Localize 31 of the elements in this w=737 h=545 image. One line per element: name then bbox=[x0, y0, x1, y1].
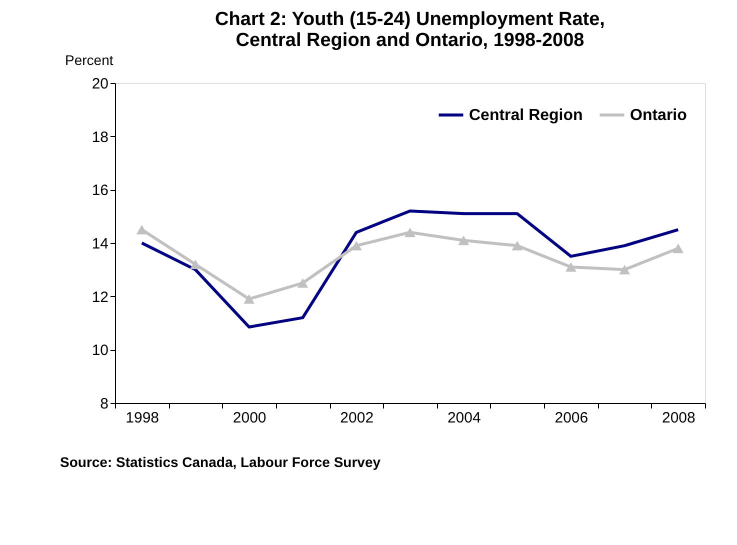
point bbox=[512, 240, 523, 250]
source-note: Source: Statistics Canada, Labour Force Survey bbox=[60, 454, 381, 470]
x-tick-label: 1998 bbox=[126, 410, 160, 426]
legend-label: Central Region bbox=[469, 107, 583, 124]
text: Chart 2: Youth (15-24) Unemployment Rate, bbox=[215, 9, 605, 30]
line-series bbox=[140, 210, 680, 328]
y-tick-label: 16 bbox=[92, 182, 108, 200]
point bbox=[458, 236, 470, 246]
point bbox=[350, 240, 362, 250]
x-tick-label: 2008 bbox=[662, 410, 696, 426]
y-tick-label: 18 bbox=[92, 128, 108, 146]
point bbox=[297, 278, 308, 288]
point bbox=[136, 224, 148, 234]
legend-label: Ontario bbox=[630, 107, 688, 124]
point bbox=[404, 228, 416, 238]
y-tick-label: 12 bbox=[92, 288, 108, 306]
x-tick-label: 2006 bbox=[554, 410, 588, 426]
point bbox=[244, 294, 255, 304]
y-tick-label: 14 bbox=[92, 236, 108, 252]
x-tick-label: 2004 bbox=[447, 410, 481, 426]
y-tick-label: 20 bbox=[92, 76, 108, 92]
text: Central Region and Ontario, 1998-2008 bbox=[236, 30, 584, 51]
point bbox=[190, 260, 201, 270]
y-axis-title: Percent bbox=[65, 52, 114, 68]
y-tick-label: 8 bbox=[100, 396, 108, 412]
x-tick-label: 2002 bbox=[340, 410, 374, 426]
point bbox=[619, 264, 630, 274]
point bbox=[672, 244, 684, 254]
y-tick-label: 10 bbox=[92, 342, 108, 360]
point bbox=[565, 262, 576, 272]
x-tick-label: 2000 bbox=[232, 410, 266, 426]
